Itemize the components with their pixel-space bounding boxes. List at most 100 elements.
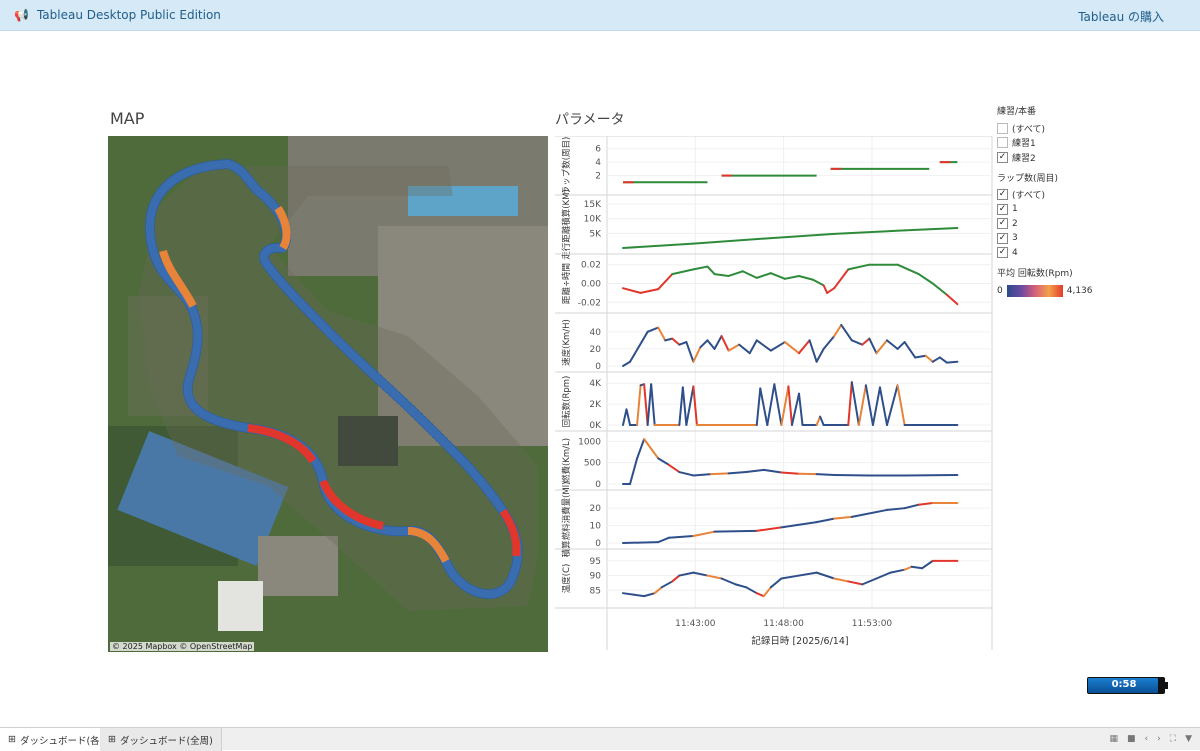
checkbox[interactable] xyxy=(997,137,1008,148)
lap-option[interactable]: ✓1 xyxy=(997,202,1107,217)
color-legend: 0 4,136 xyxy=(997,283,1107,299)
series-segment xyxy=(757,273,771,278)
practice-filter-title: 練習/本番 xyxy=(997,104,1107,117)
lap-option[interactable]: ✓ (すべて) xyxy=(997,188,1107,203)
series-segment xyxy=(672,339,679,345)
series-segment xyxy=(672,576,679,582)
lap-option[interactable]: ✓2 xyxy=(997,217,1107,232)
checkbox[interactable]: ✓ xyxy=(997,218,1008,229)
series-segment xyxy=(781,522,816,527)
panel-ylabel: 回転数(Rpm) xyxy=(561,376,572,428)
buy-tableau-link[interactable]: Tableau の購入 xyxy=(1078,8,1164,25)
series-segment xyxy=(627,409,631,425)
series-segment xyxy=(905,567,912,570)
y-tick-label: 40 xyxy=(590,328,602,338)
y-tick-label: 85 xyxy=(590,586,601,596)
checkbox[interactable]: ✓ xyxy=(997,204,1008,215)
y-tick-label: 0 xyxy=(595,362,601,372)
series-segment xyxy=(760,388,767,425)
track-map[interactable]: © 2025 Mapbox © OpenStreetMap xyxy=(108,136,548,652)
series-segment xyxy=(873,387,880,425)
playback-timer[interactable]: 0:58 xyxy=(1087,677,1165,694)
series-segment xyxy=(771,579,782,588)
series-segment xyxy=(686,386,693,425)
series-segment xyxy=(862,579,876,585)
series-segment xyxy=(852,510,887,517)
series-segment xyxy=(915,356,926,358)
lap-option-label: (すべて) xyxy=(1012,188,1045,201)
series-segment xyxy=(729,345,740,351)
megaphone-icon: 📢 xyxy=(14,8,29,22)
y-tick-label: 6 xyxy=(595,145,601,155)
series-segment xyxy=(743,271,757,278)
series-segment xyxy=(905,505,919,508)
next-sheet-icon[interactable]: › xyxy=(1157,734,1161,744)
series-segment xyxy=(651,384,655,425)
series-segment xyxy=(919,274,933,283)
lap-option[interactable]: ✓4 xyxy=(997,246,1107,261)
y-tick-label: 4K xyxy=(589,379,602,389)
checkbox[interactable]: ✓ xyxy=(997,152,1008,163)
checkbox[interactable]: ✓ xyxy=(997,233,1008,244)
practice-option[interactable]: 練習1 xyxy=(997,136,1107,151)
series-segment xyxy=(662,581,673,587)
tab-dashboard-all-laps[interactable]: ⊞ ダッシュボード(全周) xyxy=(100,728,222,751)
series-segment xyxy=(644,439,658,458)
checkbox[interactable]: ✓ xyxy=(997,189,1008,200)
series-segment xyxy=(641,289,659,293)
panel-ylabel: 距離÷時間 xyxy=(561,263,572,304)
prev-sheet-icon[interactable]: ‹ xyxy=(1145,734,1149,744)
checkbox[interactable] xyxy=(997,123,1008,134)
series-segment xyxy=(788,386,792,425)
series-segment xyxy=(869,339,876,354)
series-segment xyxy=(898,385,905,425)
tab-label: ダッシュボード(各周) xyxy=(20,733,113,747)
timer-label: 0:58 xyxy=(1087,679,1161,690)
series-segment xyxy=(848,581,862,584)
filter-icon[interactable]: ▼ xyxy=(1185,734,1192,744)
series-segment xyxy=(757,593,764,596)
series-segment xyxy=(820,417,824,425)
y-tick-label: 2 xyxy=(595,172,601,182)
lap-option-label: 4 xyxy=(1012,248,1018,258)
panel-ylabel: 走行距離積算(KM) xyxy=(561,189,572,260)
series-segment xyxy=(841,325,852,340)
series-segment xyxy=(715,336,722,349)
series-segment xyxy=(648,384,652,425)
series-segment xyxy=(898,265,919,274)
panel-ylabel: 燃費(Km/L) xyxy=(561,438,572,483)
y-tick-label: 0.00 xyxy=(581,280,601,290)
color-gradient xyxy=(1007,285,1063,297)
series-segment xyxy=(764,234,834,239)
lap-option[interactable]: ✓3 xyxy=(997,231,1107,246)
series-segment xyxy=(707,267,714,275)
y-tick-label: 20 xyxy=(590,504,602,514)
series-segment xyxy=(658,458,669,464)
series-segment xyxy=(799,340,810,353)
grid-view-icon[interactable]: ▦ xyxy=(1110,734,1119,744)
series-segment xyxy=(781,472,799,473)
map-canvas xyxy=(108,136,548,652)
tab-label: ダッシュボード(全周) xyxy=(120,733,213,747)
series-segment xyxy=(817,349,824,362)
series-segment xyxy=(715,531,757,532)
series-segment xyxy=(764,470,782,473)
practice-option[interactable]: ✓練習2 xyxy=(997,150,1107,165)
series-segment xyxy=(711,473,729,474)
app-title: Tableau Desktop Public Edition xyxy=(37,8,221,22)
practice-option[interactable]: (すべて) xyxy=(997,121,1107,136)
series-segment xyxy=(767,384,774,425)
y-tick-label: 0 xyxy=(595,539,601,549)
y-tick-label: 10K xyxy=(584,215,602,225)
series-segment xyxy=(785,342,799,353)
y-tick-label: 0 xyxy=(595,480,601,490)
map-attribution: © 2025 Mapbox © OpenStreetMap xyxy=(110,642,254,651)
checkbox[interactable]: ✓ xyxy=(997,247,1008,258)
fullscreen-icon[interactable]: ⛶ xyxy=(1170,734,1176,744)
series-segment xyxy=(792,394,799,425)
lap-option-label: 2 xyxy=(1012,219,1018,229)
sheet-view-icon[interactable]: ■ xyxy=(1127,734,1136,744)
series-segment xyxy=(891,570,905,573)
series-segment xyxy=(722,579,736,585)
series-segment xyxy=(623,244,693,248)
